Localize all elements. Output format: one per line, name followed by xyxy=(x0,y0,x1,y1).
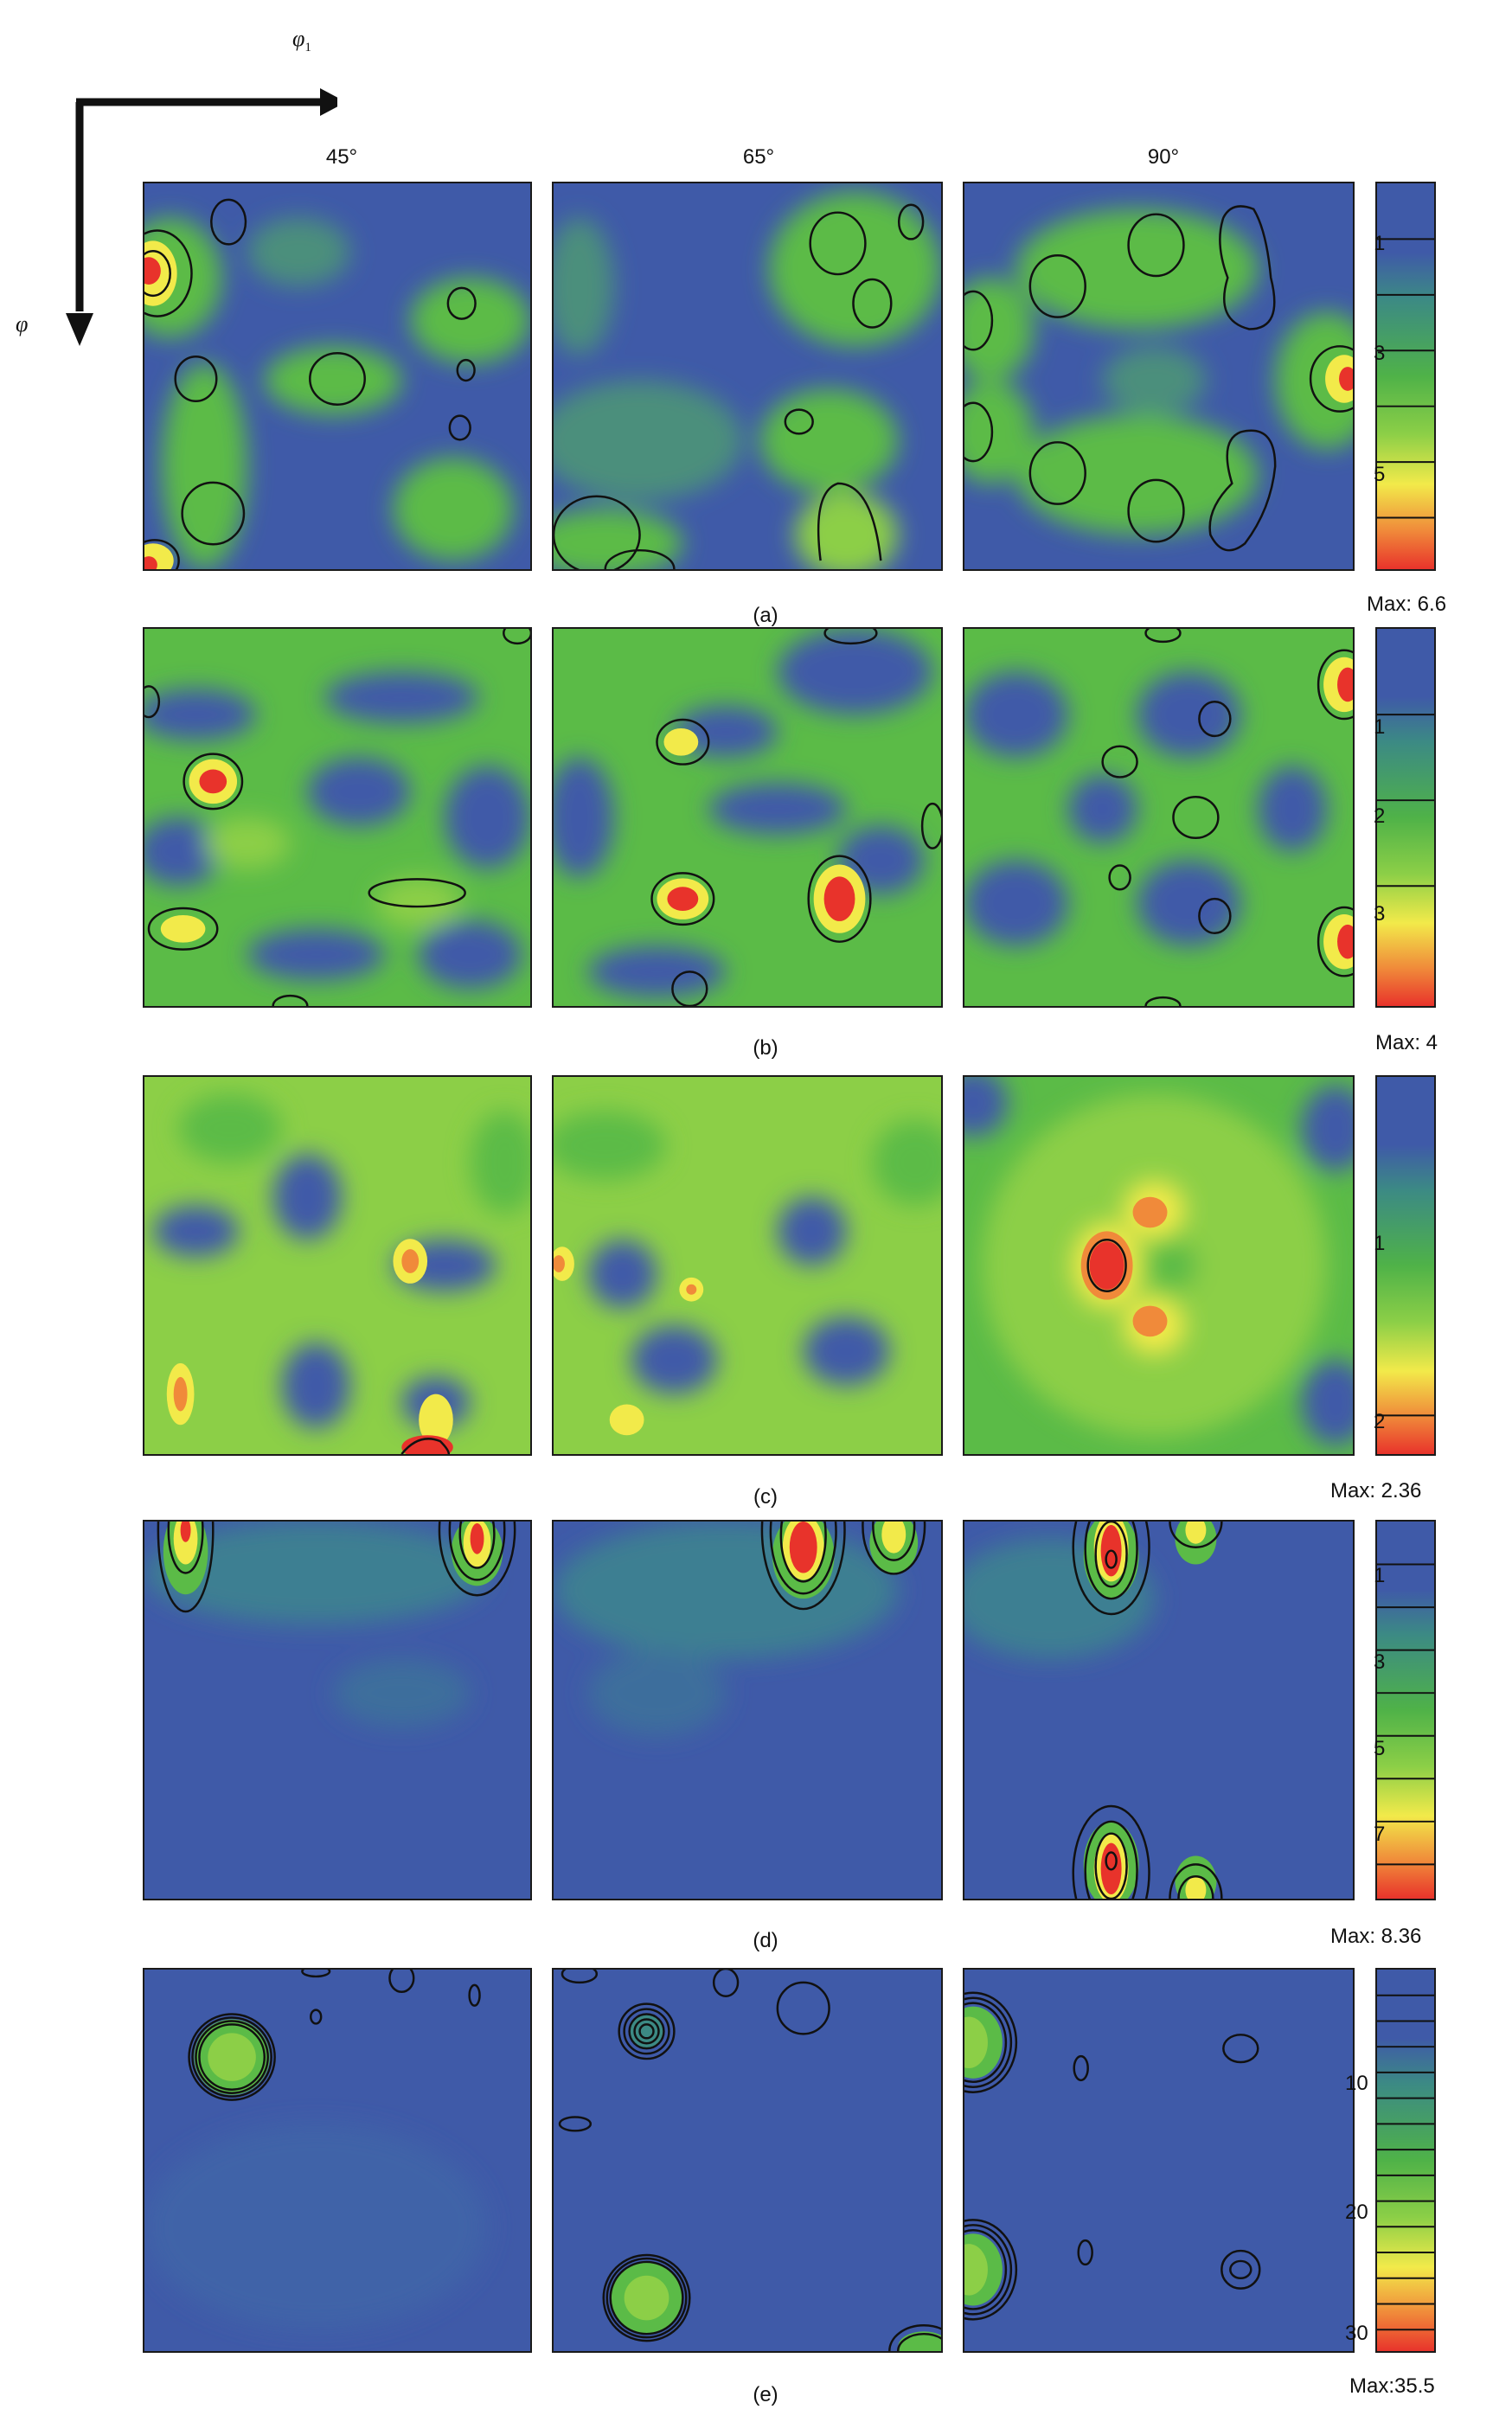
odf-panel-a-45 xyxy=(143,182,532,571)
colorbar-e-tick-20: 20 xyxy=(1345,2201,1368,2224)
odf-panel-d-45 xyxy=(143,1520,532,1900)
colorbar-d-tick-5: 5 xyxy=(1374,1737,1386,1760)
subfigure-label-d: (d) xyxy=(753,1929,778,1952)
colorbar-e xyxy=(1375,1968,1436,2353)
odf-panel-c-45 xyxy=(143,1075,532,1456)
phi1-subscript: 1 xyxy=(304,41,311,55)
max-label-b: Max: 4 xyxy=(1375,1031,1438,1054)
subfigure-label-a: (a) xyxy=(753,604,778,627)
column-header-45: 45° xyxy=(325,145,358,169)
colorbar-a-tick-5: 5 xyxy=(1374,463,1386,486)
colorbar-b-tick-1: 1 xyxy=(1374,715,1386,739)
colorbar-a-tick-1: 1 xyxy=(1374,232,1386,255)
axes-arrows-icon xyxy=(66,88,337,346)
max-label-c: Max: 2.36 xyxy=(1330,1479,1422,1503)
subfigure-label-c: (c) xyxy=(753,1485,778,1509)
max-label-a: Max: 6.6 xyxy=(1367,593,1447,616)
phi-axis-label: φ xyxy=(16,311,29,336)
colorbar-a-tick-3: 3 xyxy=(1374,342,1386,365)
colorbar-b-tick-3: 3 xyxy=(1374,902,1386,926)
colorbar-c xyxy=(1375,1075,1436,1456)
odf-panel-c-90 xyxy=(963,1075,1355,1456)
colorbar-b xyxy=(1375,627,1436,1008)
odf-panel-d-65 xyxy=(552,1520,943,1900)
max-label-e: Max:35.5 xyxy=(1349,2374,1435,2398)
odf-panel-d-90 xyxy=(963,1520,1355,1900)
colorbar-d-tick-1: 1 xyxy=(1374,1564,1386,1587)
odf-panel-b-45 xyxy=(143,627,532,1008)
odf-panel-e-90 xyxy=(963,1968,1355,2353)
subfigure-label-b: (b) xyxy=(753,1036,778,1060)
odf-panel-c-65 xyxy=(552,1075,943,1456)
odf-panel-a-65 xyxy=(552,182,943,571)
phi1-axis-label: φ1 xyxy=(292,26,311,55)
subfigure-label-e: (e) xyxy=(753,2383,778,2406)
column-header-65: 65° xyxy=(742,145,775,169)
odf-panel-e-65 xyxy=(552,1968,943,2353)
colorbar-c-tick-1: 1 xyxy=(1374,1232,1386,1255)
odf-panel-b-90 xyxy=(963,627,1355,1008)
colorbar-a xyxy=(1375,182,1436,571)
max-label-d: Max: 8.36 xyxy=(1330,1925,1422,1948)
colorbar-d-tick-7: 7 xyxy=(1374,1823,1386,1846)
colorbar-e-tick-10: 10 xyxy=(1345,2072,1368,2095)
colorbar-c-tick-2: 2 xyxy=(1374,1410,1386,1433)
column-header-90: 90° xyxy=(1147,145,1180,169)
colorbar-e-tick-30: 30 xyxy=(1345,2322,1368,2345)
colorbar-b-tick-2: 2 xyxy=(1374,804,1386,828)
phi1-symbol: φ xyxy=(292,26,305,51)
colorbar-d xyxy=(1375,1520,1436,1900)
odf-panel-b-65 xyxy=(552,627,943,1008)
odf-panel-a-90 xyxy=(963,182,1355,571)
odf-panel-e-45 xyxy=(143,1968,532,2353)
colorbar-d-tick-3: 3 xyxy=(1374,1650,1386,1674)
